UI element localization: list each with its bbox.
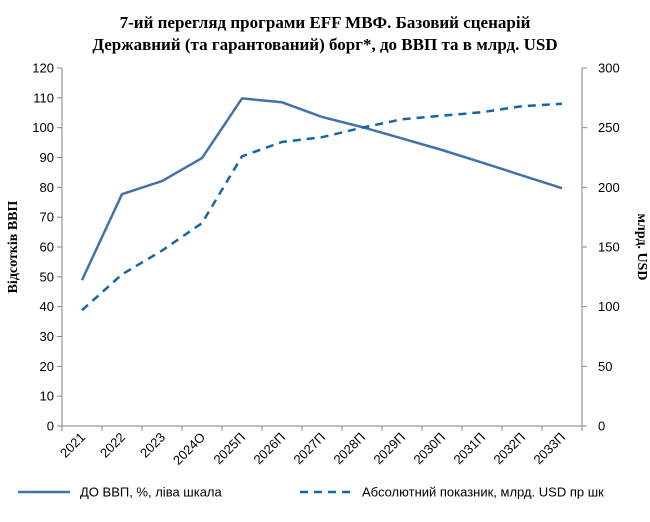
left-axis-ticks: 0 10 20 30 40 50 60 70 80 90 100 110 120: [32, 61, 62, 434]
x-tick-label: 2032П: [490, 430, 528, 468]
left-tick-label: 30: [40, 329, 54, 344]
x-tick-label: 2021: [57, 430, 88, 461]
series-line-1: [80, 97, 563, 281]
right-tick-label: 200: [598, 180, 620, 195]
right-tick-label: 0: [598, 419, 605, 434]
axes: [61, 68, 583, 427]
series-line-2: [81, 102, 563, 312]
x-axis-ticks: 2021 2022 2023 2024О 2025П 2026П 2027П 2028П 202…: [57, 426, 583, 468]
x-tick-label: 2031П: [450, 430, 488, 468]
x-tick-label: 2033П: [530, 430, 568, 468]
left-axis-label: Відсотків ВВП: [6, 200, 21, 293]
right-tick-label: 100: [598, 299, 620, 314]
x-tick-label: 2024О: [170, 430, 208, 468]
chart-title-line-2: Державний (та гарантований) борг*, до ВВ…: [92, 35, 557, 54]
x-tick-label: 2026П: [250, 430, 288, 468]
left-tick-label: 90: [40, 150, 54, 165]
right-tick-label: 300: [598, 61, 620, 76]
x-tick-label: 2028П: [330, 430, 368, 468]
x-tick-label: 2029П: [370, 430, 408, 468]
x-tick-label: 2022: [97, 430, 128, 461]
chart-title-line-1: 7-ий перегляд програми EFF МВФ. Базовий …: [120, 13, 531, 32]
left-tick-label: 100: [32, 120, 54, 135]
legend-label-1: ДО ВВП, %, ліва шкала: [80, 485, 223, 500]
x-tick-label: 2023: [137, 430, 168, 461]
right-axis-ticks: 0 50 100 150 200 250 300: [582, 61, 620, 434]
right-tick-label: 50: [598, 359, 612, 374]
left-tick-label: 70: [40, 210, 54, 225]
right-tick-label: 250: [598, 120, 620, 135]
x-tick-label: 2030П: [410, 430, 448, 468]
left-tick-label: 40: [40, 299, 54, 314]
x-tick-label: 2025П: [210, 430, 248, 468]
left-tick-label: 60: [40, 240, 54, 255]
legend-label-2: Абсолютний показник, млрд. USD пр шк: [362, 485, 604, 500]
left-tick-label: 0: [47, 419, 54, 434]
left-tick-label: 120: [32, 61, 54, 76]
x-tick-label: 2027П: [290, 430, 328, 468]
right-tick-label: 150: [598, 240, 620, 255]
left-tick-label: 20: [40, 359, 54, 374]
left-tick-label: 10: [40, 389, 54, 404]
legend: ДО ВВП, %, ліва шкала Абсолютний показник…: [18, 485, 604, 500]
series-lines: [80, 97, 563, 312]
left-tick-label: 110: [33, 90, 54, 105]
left-tick-label: 80: [40, 180, 54, 195]
left-tick-label: 50: [40, 269, 54, 284]
right-axis-label: млрд. USD: [634, 213, 649, 280]
